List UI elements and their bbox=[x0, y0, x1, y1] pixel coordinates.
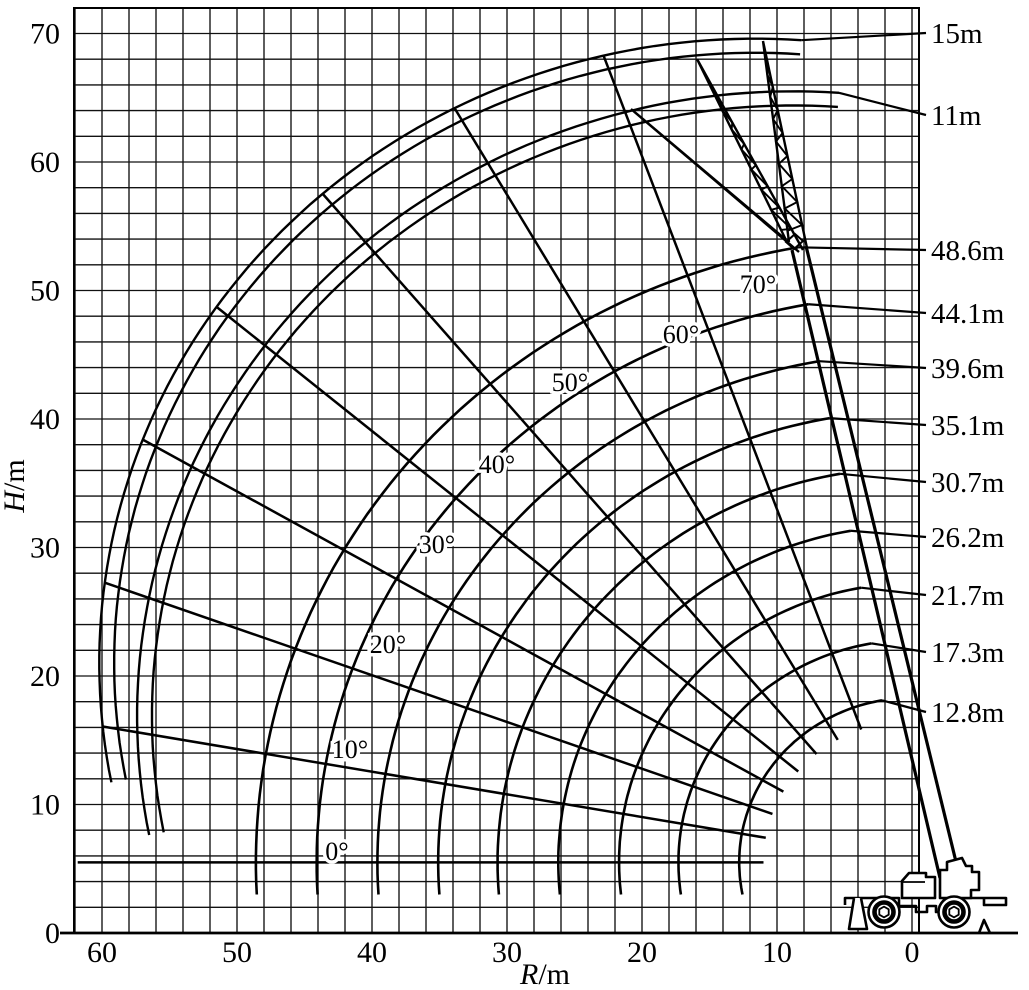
x-tick-label: 30 bbox=[492, 936, 522, 969]
angle-line-70 bbox=[602, 55, 863, 730]
front-outrigger bbox=[847, 897, 869, 931]
jib-truss-flat bbox=[630, 108, 800, 253]
y-tick-label: 20 bbox=[30, 660, 60, 693]
y-axis-title: H/m bbox=[0, 459, 31, 513]
boom-length-label: 30.7m bbox=[931, 467, 1005, 499]
boom-arc-26.2m bbox=[556, 529, 851, 895]
boom-arc-48.6m bbox=[254, 246, 799, 895]
y-tick-label: 70 bbox=[30, 18, 60, 51]
boom-arc-17.3m bbox=[677, 642, 872, 895]
x-tick-label: 40 bbox=[357, 936, 387, 969]
y-tick-label: 60 bbox=[30, 146, 60, 179]
crane-truck-illustration bbox=[843, 856, 1008, 934]
angle-label: 40° bbox=[479, 450, 515, 479]
jib-curve-15m bbox=[98, 37, 802, 783]
superstructure bbox=[938, 856, 981, 900]
front-wheel bbox=[867, 895, 901, 929]
grid bbox=[74, 7, 919, 934]
y-axis-tick-labels: 0 10 20 30 40 50 60 70 bbox=[30, 18, 60, 951]
x-axis-title: R/m bbox=[519, 958, 570, 990]
jib-curve-11m-inner bbox=[150, 104, 838, 833]
angle-line-10 bbox=[102, 725, 766, 840]
jib-curve-11m bbox=[135, 90, 840, 836]
jib-curves bbox=[98, 37, 840, 836]
boom-arc-30.7m bbox=[496, 472, 841, 895]
boom-length-label: 17.3m bbox=[931, 637, 1005, 669]
jib-length-label: 15m bbox=[931, 18, 983, 50]
rear-outrigger bbox=[977, 918, 992, 934]
operator-cab bbox=[900, 871, 937, 900]
x-tick-label: 10 bbox=[762, 936, 792, 969]
x-axis-tick-labels: 60 50 40 30 20 10 0 bbox=[87, 936, 920, 969]
boom-length-arcs bbox=[254, 246, 883, 895]
jib-curve-15m-inner bbox=[112, 51, 801, 780]
boom-length-label: 39.6m bbox=[931, 353, 1005, 385]
angle-label: 60° bbox=[663, 320, 699, 349]
length-labels: 12.8m 17.3m 21.7m 26.2m 30.7m 35.1m 39.6m 44.1m… bbox=[931, 18, 1005, 729]
x-tick-label: 60 bbox=[87, 936, 117, 969]
jib-truss-mid bbox=[695, 58, 805, 251]
boom-length-label: 44.1m bbox=[931, 298, 1005, 330]
x-tick-label: 20 bbox=[627, 936, 657, 969]
angle-labels: 0° 10° 20° 30° 40° 50° 60° 70° bbox=[322, 267, 780, 870]
lattice-jib-illustrations bbox=[630, 40, 809, 253]
boom-arc-39.6m bbox=[376, 359, 820, 895]
boom-length-label: 48.6m bbox=[931, 235, 1005, 267]
angle-line-20 bbox=[104, 581, 773, 816]
angle-label: 50° bbox=[552, 368, 588, 397]
angle-line-50 bbox=[321, 192, 818, 755]
angle-label: 10° bbox=[332, 735, 368, 764]
angle-line-40 bbox=[215, 305, 800, 773]
angle-line-30 bbox=[142, 438, 784, 793]
boom-length-label: 21.7m bbox=[931, 580, 1005, 612]
boom-length-label: 12.8m bbox=[931, 697, 1005, 729]
boom-length-label: 26.2m bbox=[931, 522, 1005, 554]
boom-arc-44.1m bbox=[315, 302, 809, 895]
y-tick-label: 40 bbox=[30, 403, 60, 436]
boom-arc-12.8m bbox=[737, 699, 883, 895]
y-tick-label: 0 bbox=[45, 917, 60, 950]
curves-layer bbox=[77, 37, 883, 895]
jib-truss-steep bbox=[761, 40, 809, 249]
angle-label: 0° bbox=[325, 837, 348, 866]
length-label-leaders bbox=[798, 31, 927, 714]
y-tick-label: 10 bbox=[30, 789, 60, 822]
y-tick-label: 30 bbox=[30, 532, 60, 565]
angle-line-60 bbox=[453, 107, 839, 741]
rear-wheel bbox=[937, 895, 971, 929]
y-tick-label: 50 bbox=[30, 275, 60, 308]
boom-angle-lines bbox=[77, 55, 863, 864]
angle-label: 30° bbox=[419, 530, 455, 559]
telescopic-boom-illustration bbox=[784, 232, 960, 879]
angle-label: 70° bbox=[740, 270, 776, 299]
x-tick-label: 50 bbox=[222, 936, 252, 969]
boom-length-label: 35.1m bbox=[931, 410, 1005, 442]
jib-length-label: 11m bbox=[931, 100, 982, 132]
angle-label: 20° bbox=[370, 630, 406, 659]
x-tick-label: 0 bbox=[905, 936, 920, 969]
truck-chassis bbox=[843, 896, 1008, 914]
boom-arc-21.7m bbox=[617, 586, 862, 895]
